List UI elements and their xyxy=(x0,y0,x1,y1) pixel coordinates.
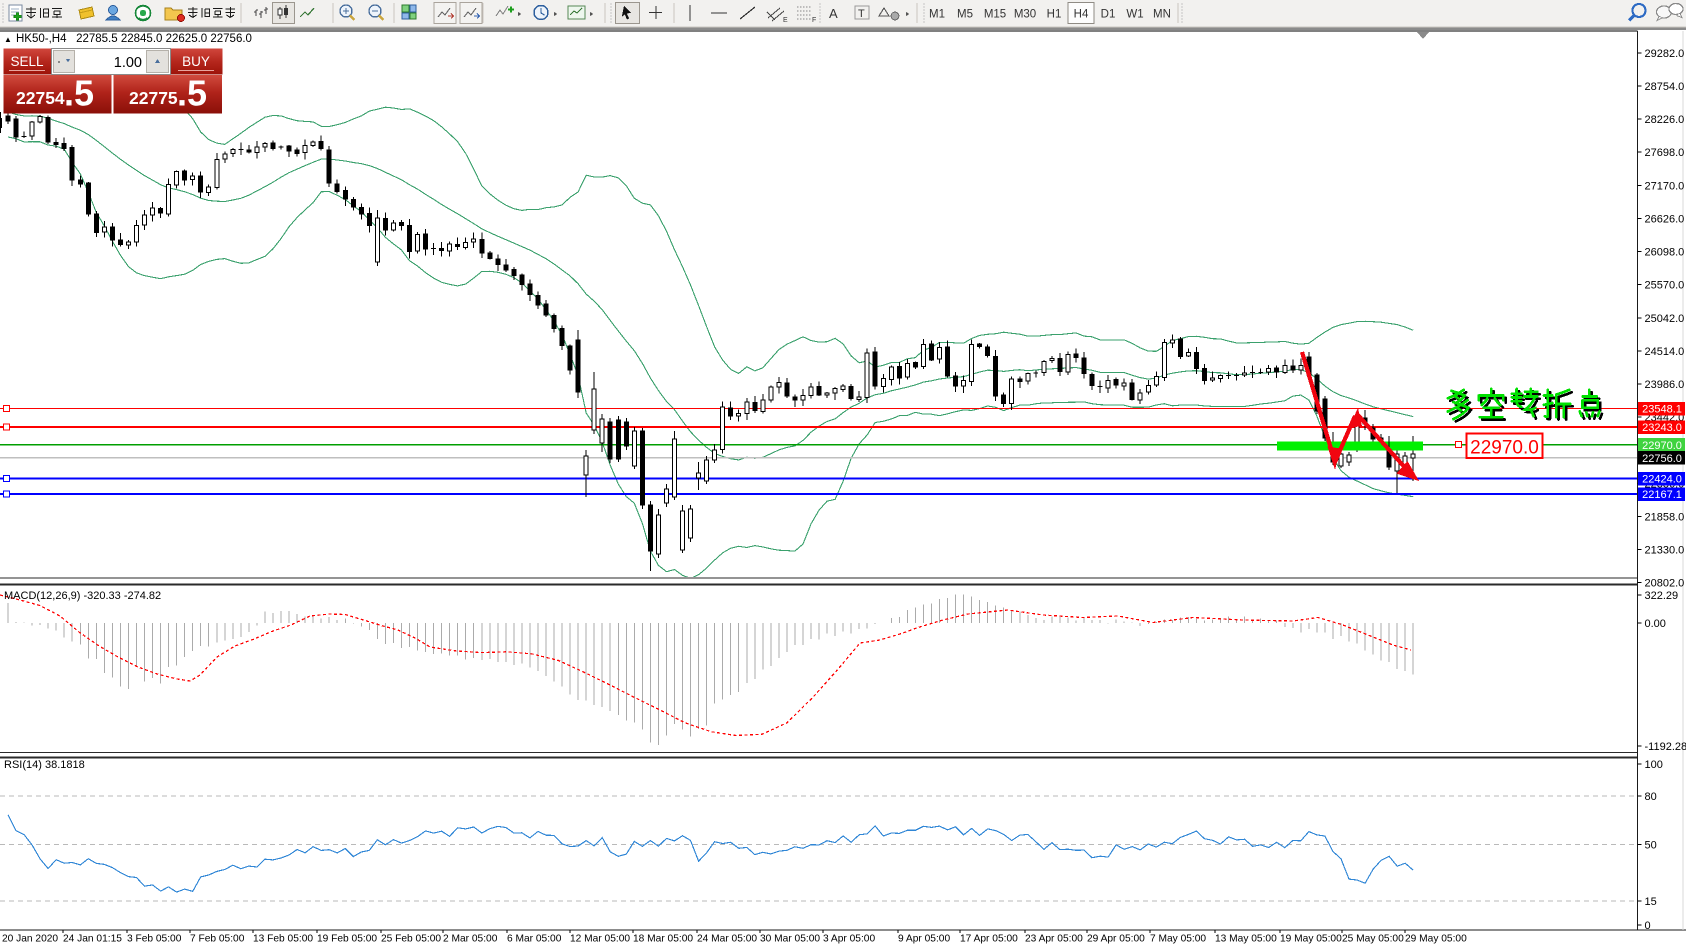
svg-text:29282.0: 29282.0 xyxy=(1645,48,1685,60)
svg-text:F: F xyxy=(812,17,816,24)
svg-text:22424.0: 22424.0 xyxy=(1642,474,1682,486)
svg-text:A: A xyxy=(829,6,838,21)
svg-text:2 Mar 05:00: 2 Mar 05:00 xyxy=(443,934,498,945)
svg-text:25 May 05:00: 25 May 05:00 xyxy=(1342,934,1404,945)
svg-text:1.00: 1.00 xyxy=(114,55,142,71)
svg-text:20 Jan 2020: 20 Jan 2020 xyxy=(2,934,58,945)
svg-text:7 Feb 05:00: 7 Feb 05:00 xyxy=(190,934,245,945)
svg-text:M30: M30 xyxy=(1014,9,1036,21)
svg-text:13 Feb 05:00: 13 Feb 05:00 xyxy=(253,934,313,945)
svg-text:MACD(12,26,9) -320.33 -274.82: MACD(12,26,9) -320.33 -274.82 xyxy=(4,590,161,602)
svg-text:M1: M1 xyxy=(929,9,945,21)
svg-text:22970.0: 22970.0 xyxy=(1642,440,1682,452)
svg-text:100: 100 xyxy=(1645,759,1663,771)
svg-text:26098.0: 26098.0 xyxy=(1645,247,1685,259)
svg-text:22775: 22775 xyxy=(129,88,178,108)
svg-text:21330.0: 21330.0 xyxy=(1645,545,1685,557)
svg-text:21858.0: 21858.0 xyxy=(1645,511,1685,523)
svg-text:0: 0 xyxy=(1645,920,1651,932)
svg-text:.5: .5 xyxy=(177,73,207,114)
svg-text:22754: 22754 xyxy=(16,88,65,108)
svg-text:26626.0: 26626.0 xyxy=(1645,213,1685,225)
svg-text:19 May 05:00: 19 May 05:00 xyxy=(1280,934,1342,945)
svg-text:22756.0: 22756.0 xyxy=(1642,453,1682,465)
svg-text:6 Mar 05:00: 6 Mar 05:00 xyxy=(507,934,562,945)
svg-text:22970.0: 22970.0 xyxy=(1470,438,1539,459)
svg-text:29 May 05:00: 29 May 05:00 xyxy=(1405,934,1467,945)
svg-text:3 Feb 05:00: 3 Feb 05:00 xyxy=(127,934,182,945)
svg-text:30 Mar 05:00: 30 Mar 05:00 xyxy=(760,934,820,945)
svg-text:23243.0: 23243.0 xyxy=(1642,422,1682,434)
svg-text:MN: MN xyxy=(1153,9,1171,21)
svg-text:H1: H1 xyxy=(1047,9,1062,21)
svg-text:322.29: 322.29 xyxy=(1645,590,1679,602)
svg-text:▲: ▲ xyxy=(4,35,12,44)
svg-text:12 Mar 05:00: 12 Mar 05:00 xyxy=(570,934,630,945)
svg-text:24514.0: 24514.0 xyxy=(1645,346,1685,358)
svg-text:20802.0: 20802.0 xyxy=(1645,578,1685,590)
svg-text:80: 80 xyxy=(1645,791,1657,803)
svg-text:23 Apr 05:00: 23 Apr 05:00 xyxy=(1025,934,1083,945)
svg-text:28226.0: 28226.0 xyxy=(1645,114,1685,126)
svg-text:W1: W1 xyxy=(1126,9,1143,21)
svg-text:D1: D1 xyxy=(1101,9,1116,21)
svg-text:3 Apr 05:00: 3 Apr 05:00 xyxy=(823,934,875,945)
svg-text:RSI(14) 38.1818: RSI(14) 38.1818 xyxy=(4,759,85,771)
svg-text:0.00: 0.00 xyxy=(1645,618,1666,630)
svg-text:E: E xyxy=(783,17,788,24)
svg-text:23548.1: 23548.1 xyxy=(1642,404,1682,416)
svg-text:SELL: SELL xyxy=(10,54,44,69)
svg-text:-1192.28: -1192.28 xyxy=(1645,741,1686,753)
svg-text:27698.0: 27698.0 xyxy=(1645,147,1685,159)
svg-text:M15: M15 xyxy=(984,9,1006,21)
svg-text:BUY: BUY xyxy=(182,54,210,69)
svg-text:17 Apr 05:00: 17 Apr 05:00 xyxy=(960,934,1018,945)
svg-text:23986.0: 23986.0 xyxy=(1645,379,1685,391)
svg-text:H4: H4 xyxy=(1074,9,1089,21)
svg-text:18 Mar 05:00: 18 Mar 05:00 xyxy=(633,934,693,945)
svg-text:.5: .5 xyxy=(64,73,94,114)
svg-text:22167.1: 22167.1 xyxy=(1642,489,1682,501)
svg-text:29 Apr 05:00: 29 Apr 05:00 xyxy=(1087,934,1145,945)
svg-text:50: 50 xyxy=(1645,840,1657,852)
svg-text:25 Feb 05:00: 25 Feb 05:00 xyxy=(381,934,441,945)
svg-text:19 Feb 05:00: 19 Feb 05:00 xyxy=(317,934,377,945)
svg-text:M5: M5 xyxy=(957,9,973,21)
svg-text:HK50-,H4 22785.5 22845.0 226: HK50-,H4 22785.5 22845.0 22625.0 22756.0 xyxy=(16,33,252,45)
svg-text:15: 15 xyxy=(1645,896,1657,908)
svg-text:28754.0: 28754.0 xyxy=(1645,81,1685,93)
svg-text:24 Mar 05:00: 24 Mar 05:00 xyxy=(697,934,757,945)
svg-text:27170.0: 27170.0 xyxy=(1645,180,1685,192)
svg-text:24 Jan 01:15: 24 Jan 01:15 xyxy=(63,934,122,945)
svg-text:13 May 05:00: 13 May 05:00 xyxy=(1215,934,1277,945)
svg-text:25570.0: 25570.0 xyxy=(1645,280,1685,292)
svg-text:7 May 05:00: 7 May 05:00 xyxy=(1150,934,1206,945)
svg-text:T: T xyxy=(858,8,865,20)
svg-text:25042.0: 25042.0 xyxy=(1645,313,1685,325)
svg-text:9 Apr 05:00: 9 Apr 05:00 xyxy=(898,934,950,945)
